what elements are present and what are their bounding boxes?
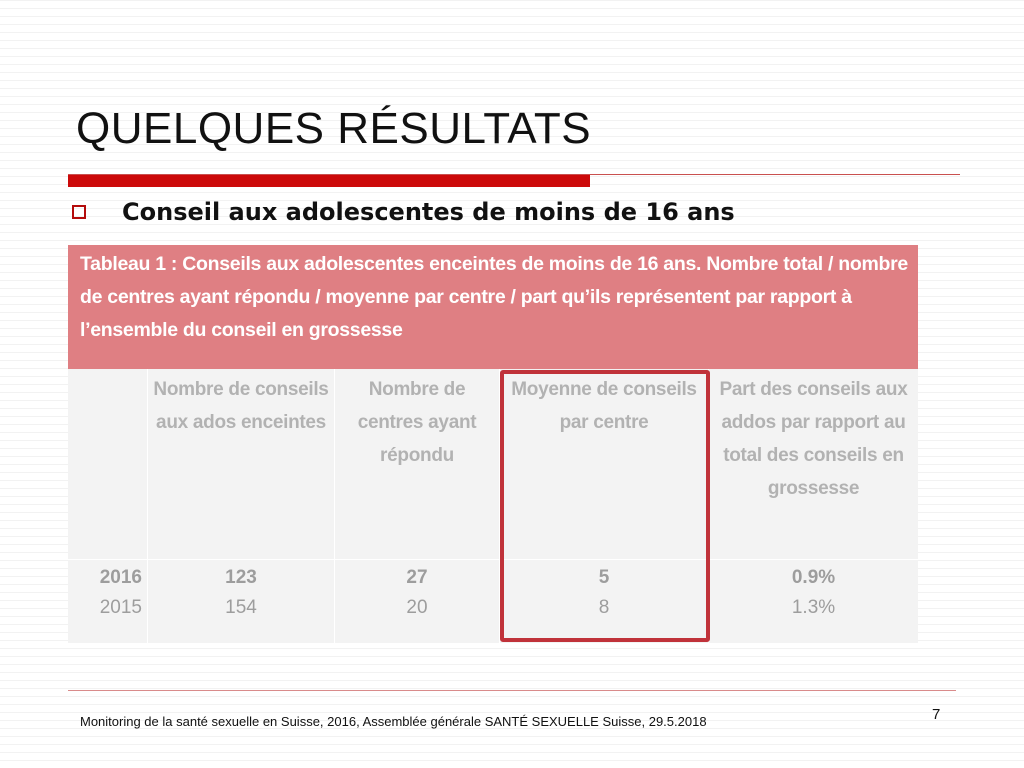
header-cell-conseils: Nombre de conseils aux ados enceintes [153, 379, 329, 433]
table-cell: 0.9% [791, 567, 836, 588]
conseils-column: 123 154 [148, 563, 334, 623]
footer-citation: Monitoring de la santé sexuelle en Suiss… [80, 714, 707, 729]
table-cell: 5 [598, 567, 610, 588]
title-divider-thin [68, 174, 960, 175]
table-cell: 2016 [99, 567, 142, 588]
header-cell-part: Part des conseils aux addos par rapport … [719, 379, 908, 499]
page-number: 7 [932, 706, 941, 723]
header-cell-moyenne: Moyenne de conseils par centre [511, 379, 697, 433]
column-divider [499, 369, 500, 643]
moyenne-column: 5 8 [500, 563, 708, 623]
table-cell: 8 [598, 597, 610, 618]
bullet-item: Conseil aux adolescentes de moins de 16 … [72, 198, 735, 226]
bullet-text: Conseil aux adolescentes de moins de 16 … [122, 198, 735, 226]
row-divider [68, 559, 918, 560]
highlight-box [500, 370, 710, 642]
title-divider-thick [68, 175, 590, 187]
table-cell: 154 [225, 597, 257, 618]
centres-column: 27 20 [335, 563, 499, 623]
column-divider [334, 369, 335, 643]
table-cell: 123 [225, 567, 257, 588]
table-cell: 27 [406, 567, 428, 588]
results-table: Tableau 1 : Conseils aux adolescentes en… [68, 245, 918, 643]
table-cell: 20 [406, 597, 428, 618]
column-divider [147, 369, 148, 643]
header-cell-centres: Nombre de centres ayant répondu [357, 379, 477, 466]
slide-title: QUELQUES RÉSULTATS [76, 104, 592, 153]
footer-divider [68, 690, 956, 691]
table-cell: 2015 [99, 597, 142, 618]
year-column: 2016 2015 [68, 563, 142, 623]
table-cell: 1.3% [791, 597, 836, 618]
part-column: 0.9% 1.3% [709, 563, 918, 623]
square-bullet-icon [72, 205, 86, 219]
table-caption: Tableau 1 : Conseils aux adolescentes en… [68, 245, 918, 369]
